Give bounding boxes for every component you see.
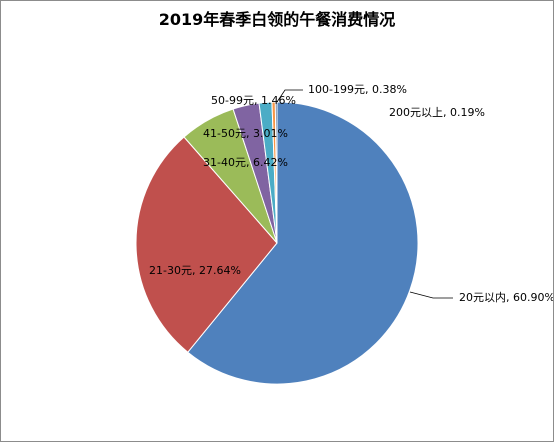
leader-line-5 — [276, 89, 303, 103]
data-label-4: 50-99元, 1.46% — [211, 94, 296, 107]
chart-title: 2019年春季白领的午餐消费情况 — [158, 10, 396, 29]
data-label-1: 21-30元, 27.64% — [149, 264, 241, 277]
data-label-3: 41-50元, 3.01% — [203, 127, 288, 140]
pie-slice-0 — [187, 101, 419, 385]
data-label-2: 31-40元, 6.42% — [203, 156, 288, 169]
pie-slice-6 — [274, 101, 278, 244]
leader-line-0 — [409, 291, 453, 299]
pie-slice-1 — [135, 136, 278, 353]
data-label-6: 200元以上, 0.19% — [389, 106, 485, 119]
data-label-5: 100-199元, 0.38% — [308, 83, 407, 96]
data-label-0: 20元以内, 60.90% — [459, 290, 553, 304]
